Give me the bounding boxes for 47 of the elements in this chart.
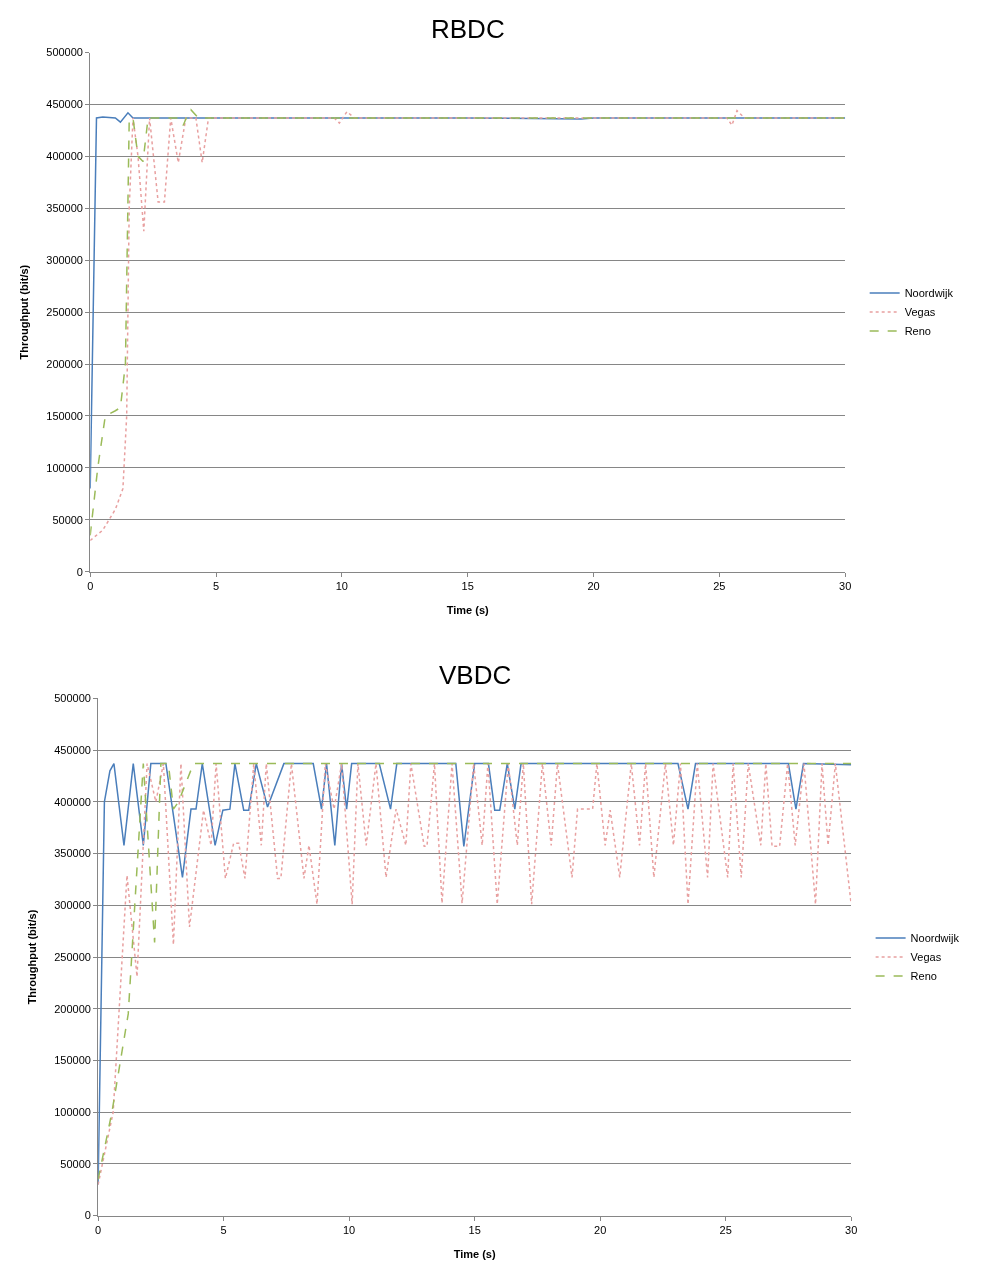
y-axis-title: Throughput (bit/s) xyxy=(17,264,30,360)
y-tick-label: 450000 xyxy=(54,744,91,757)
x-tick-label: 10 xyxy=(343,1223,356,1236)
x-tick-label: 20 xyxy=(587,579,600,592)
y-tick-label: 350000 xyxy=(46,202,83,215)
chart-title: RBDC xyxy=(431,14,505,44)
x-tick-label: 0 xyxy=(95,1223,102,1236)
x-tick-label: 30 xyxy=(839,579,852,592)
y-tick-label: 50000 xyxy=(60,1157,91,1170)
x-axis-title: Time (s) xyxy=(453,1247,496,1260)
legend-label: Reno xyxy=(904,325,931,338)
y-tick-label: 400000 xyxy=(54,795,91,808)
x-tick-label: 10 xyxy=(335,579,348,592)
legend-label: Vegas xyxy=(904,306,936,319)
y-tick-label: 150000 xyxy=(46,409,83,422)
y-tick-label: 0 xyxy=(84,1209,91,1222)
y-tick-label: 200000 xyxy=(46,357,83,370)
y-tick-label: 300000 xyxy=(46,254,83,267)
y-tick-label: 500000 xyxy=(54,692,91,705)
x-tick-label: 5 xyxy=(220,1223,227,1236)
y-tick-label: 250000 xyxy=(46,305,83,318)
y-tick-label: 100000 xyxy=(54,1106,91,1118)
y-tick-label: 250000 xyxy=(54,950,91,963)
y-tick-label: 200000 xyxy=(54,1002,91,1015)
y-tick-label: 400000 xyxy=(46,150,83,163)
y-tick-label: 50000 xyxy=(52,513,83,526)
x-tick-label: 25 xyxy=(713,579,726,592)
y-tick-label: 500000 xyxy=(46,46,83,59)
y-tick-label: 350000 xyxy=(54,847,91,860)
x-tick-label: 5 xyxy=(212,579,220,592)
y-tick-label: 300000 xyxy=(54,899,91,912)
x-tick-label: 25 xyxy=(719,1223,732,1236)
y-tick-label: 150000 xyxy=(54,1054,91,1067)
x-tick-label: 20 xyxy=(594,1223,607,1236)
x-tick-label: 15 xyxy=(461,579,474,592)
x-tick-label: 30 xyxy=(845,1223,858,1236)
y-tick-label: 0 xyxy=(76,565,83,578)
y-tick-label: 100000 xyxy=(46,461,83,474)
x-axis-title: Time (s) xyxy=(446,604,490,617)
legend-label: Noordwijk xyxy=(904,287,954,300)
y-tick-label: 450000 xyxy=(46,98,83,111)
legend-label: Reno xyxy=(910,970,937,983)
legend-label: Noordwijk xyxy=(910,932,960,945)
legend-label: Vegas xyxy=(910,951,942,964)
chart-title: VBDC xyxy=(439,660,512,690)
x-tick-label: 15 xyxy=(468,1223,481,1236)
y-axis-title: Throughput (bit/s) xyxy=(25,909,38,1005)
